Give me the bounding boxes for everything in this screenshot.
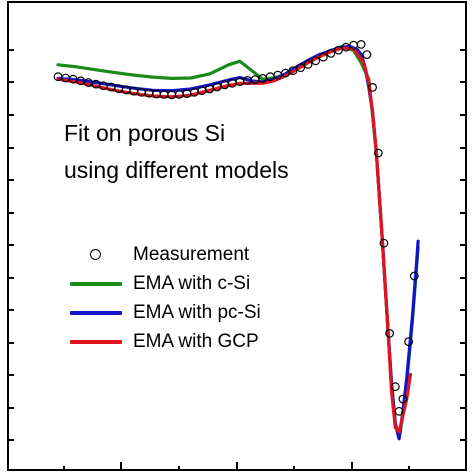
measurement-point <box>334 45 343 55</box>
series-layer <box>53 40 420 441</box>
measurement-point <box>368 82 378 92</box>
legend-line-c-si <box>70 282 122 286</box>
series-line-ema-with-gcp <box>56 46 413 434</box>
measurement-point <box>296 63 306 73</box>
legend-label-pc-si: EMA with pc-Si <box>133 302 261 323</box>
measurement-point <box>318 52 328 62</box>
measurement-point <box>394 406 404 416</box>
measurement-point <box>362 50 372 59</box>
measurement-point <box>326 49 336 58</box>
legend-item-pc-si: EMA with pc-Si <box>70 299 261 327</box>
measurement-point <box>288 66 298 75</box>
legend-item-gcp: EMA with GCP <box>70 328 259 356</box>
legend-item-c-si: EMA with c-Si <box>70 270 250 298</box>
plot-frame <box>7 1 467 471</box>
annotation-line-2: using different models <box>64 157 289 183</box>
measurement-point <box>404 337 414 347</box>
measurement-point <box>373 148 383 158</box>
measurement-point <box>398 394 408 404</box>
measurement-point <box>390 382 400 392</box>
axes-frame <box>7 1 467 471</box>
legend-label-measurement: Measurement <box>133 244 250 265</box>
legend-key-pc-si <box>70 303 122 323</box>
annotation-line-1: Fit on porous Si <box>64 120 226 146</box>
measurement-point <box>379 238 389 248</box>
measurement-point <box>356 40 366 49</box>
legend-line-pc-si <box>70 311 122 315</box>
legend-item-measurement: Measurement <box>70 241 249 269</box>
measurement-point <box>409 271 419 281</box>
measurement-point <box>281 68 290 78</box>
measurement-point <box>385 329 395 338</box>
legend-key-c-si <box>70 274 122 294</box>
legend-label-gcp: EMA with GCP <box>133 331 259 352</box>
measurement-point <box>311 56 321 66</box>
legend-line-gcp <box>70 340 122 344</box>
measurement-point <box>303 60 313 69</box>
legend-marker-circle <box>90 249 101 260</box>
legend-label-c-si: EMA with c-Si <box>133 273 251 294</box>
legend-key-gcp <box>70 332 122 352</box>
legend-key-measurement <box>70 245 122 265</box>
